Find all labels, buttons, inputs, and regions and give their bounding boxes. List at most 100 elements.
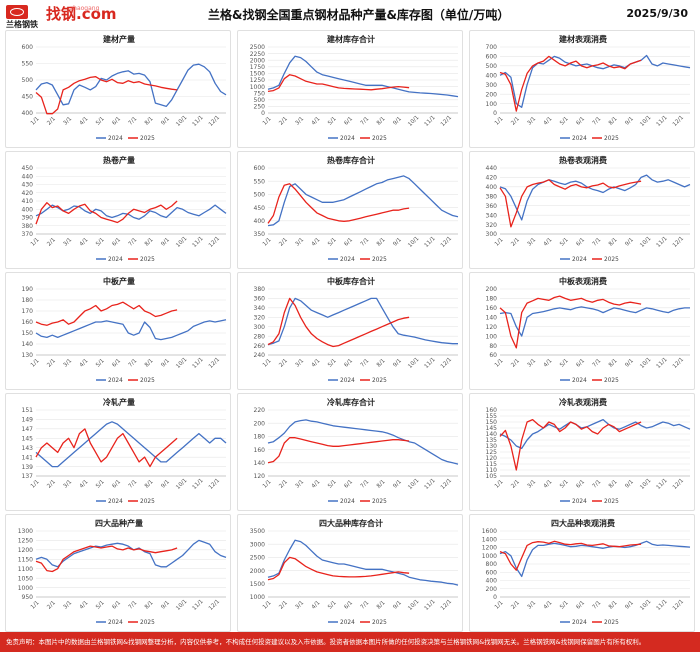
chart-title: 四大品种产量 [95, 519, 143, 528]
x-tick-label: 9/1 [392, 358, 403, 369]
y-tick-label: 410 [22, 198, 34, 205]
x-tick-label: 1/1 [262, 358, 273, 369]
x-tick-label: 6/1 [575, 237, 586, 248]
x-tick-label: 11/1 [424, 114, 437, 127]
y-tick-label: 0 [261, 110, 265, 117]
chart-title: 热卷库存合计 [327, 156, 375, 165]
y-tick-label: 137 [22, 473, 34, 480]
chart-title: 建材产量 [103, 35, 135, 44]
x-tick-label: 2/1 [510, 237, 521, 248]
legend-label-2025: 2025 [604, 257, 619, 263]
x-tick-label: 4/1 [311, 358, 322, 369]
legend-label-2024: 2024 [572, 499, 587, 505]
chart-title: 四大品种库存合计 [319, 519, 383, 528]
y-tick-label: 260 [254, 343, 266, 350]
y-tick-label: 190 [22, 286, 34, 293]
y-tick-label: 110 [486, 467, 498, 474]
x-tick-label: 6/1 [343, 479, 354, 490]
x-tick-label: 6/1 [575, 479, 586, 490]
x-tick-label: 5/1 [95, 479, 106, 490]
x-tick-label: 4/1 [79, 600, 90, 611]
x-tick-label: 8/1 [608, 358, 619, 369]
y-tick-label: 300 [486, 82, 498, 89]
x-tick-label: 12/1 [672, 598, 685, 611]
series-line-2024 [267, 419, 459, 465]
chart-title: 冷轧库存合计 [327, 398, 375, 407]
x-tick-label: 11/1 [656, 598, 669, 611]
chart-panel: 热卷产量 370 380 390 400 410 420 430 440 450 1/1 2/1 3/1… [5, 151, 231, 269]
series-line-2025 [499, 55, 642, 112]
x-tick-label: 6/1 [575, 358, 586, 369]
x-tick-label: 2/1 [278, 479, 289, 490]
x-tick-label: 2/1 [46, 600, 57, 611]
legend-label-2025: 2025 [604, 499, 619, 505]
chart-title: 建材库存合计 [327, 35, 375, 44]
x-tick-label: 6/1 [343, 116, 354, 127]
series-line-2025 [35, 428, 178, 468]
x-tick-label: 8/1 [376, 358, 387, 369]
x-tick-label: 10/1 [175, 235, 188, 248]
y-tick-label: 370 [22, 231, 34, 238]
chart-title: 中板产量 [103, 277, 135, 286]
legend-label-2025: 2025 [604, 620, 619, 626]
x-tick-label: 4/1 [543, 358, 554, 369]
x-tick-label: 7/1 [360, 479, 371, 490]
y-tick-label: 170 [22, 308, 34, 315]
y-tick-label: 500 [22, 77, 34, 84]
x-tick-label: 7/1 [128, 116, 139, 127]
series-line-2024 [499, 540, 691, 578]
y-tick-label: 400 [22, 110, 34, 117]
y-tick-label: 145 [486, 425, 498, 432]
x-tick-label: 6/1 [111, 237, 122, 248]
y-tick-label: 1100 [18, 566, 33, 573]
x-tick-label: 2/1 [278, 600, 289, 611]
x-tick-label: 7/1 [128, 600, 139, 611]
y-tick-label: 140 [254, 460, 266, 467]
y-tick-label: 400 [486, 184, 498, 191]
x-tick-label: 2/1 [510, 600, 521, 611]
y-tick-label: 120 [254, 473, 266, 480]
y-tick-label: 1000 [482, 553, 497, 560]
chart-title: 中板表观消费 [559, 277, 607, 286]
y-tick-label: 600 [254, 165, 266, 172]
x-tick-label: 2/1 [510, 358, 521, 369]
y-tick-label: 0 [493, 594, 497, 601]
x-tick-label: 7/1 [128, 237, 139, 248]
x-tick-label: 8/1 [376, 237, 387, 248]
x-tick-label: 9/1 [624, 116, 635, 127]
x-tick-label: 3/1 [295, 237, 306, 248]
chart-svg: 137 139 141 143 145 147 149 151 1/1 2/1 3/1 4/1 5/1 6… [22, 407, 227, 505]
x-tick-label: 5/1 [559, 479, 570, 490]
x-tick-label: 1/1 [30, 116, 41, 127]
lange-logo-icon [6, 5, 28, 19]
x-tick-label: 6/1 [575, 600, 586, 611]
y-tick-label: 143 [22, 445, 34, 452]
y-tick-label: 360 [486, 203, 498, 210]
y-tick-label: 240 [254, 352, 266, 359]
series-line-2025 [499, 540, 642, 571]
x-tick-label: 2/1 [510, 116, 521, 127]
series-line-2024 [267, 175, 459, 227]
x-tick-label: 3/1 [63, 479, 74, 490]
y-tick-label: 147 [22, 426, 34, 433]
y-tick-label: 420 [22, 190, 34, 197]
x-tick-label: 12/1 [208, 356, 221, 369]
series-line-2025 [35, 545, 178, 573]
chart-panel: 冷轧表观消费 105 110 115 120 125 130 135 140 145 150 155 1… [469, 393, 695, 511]
y-tick-label: 2500 [250, 555, 265, 562]
y-tick-label: 1000 [250, 84, 265, 91]
y-tick-label: 360 [254, 296, 266, 303]
y-tick-label: 1500 [250, 581, 265, 588]
x-tick-label: 8/1 [608, 237, 619, 248]
x-tick-label: 1/1 [30, 479, 41, 490]
series-line-2024 [35, 539, 227, 568]
y-tick-label: 800 [486, 561, 498, 568]
chart-title: 热卷表观消费 [559, 156, 607, 165]
y-tick-label: 380 [486, 193, 498, 200]
report-date: 2025/9/30 [626, 7, 688, 20]
y-tick-label: 750 [254, 90, 266, 97]
x-tick-label: 5/1 [95, 237, 106, 248]
x-tick-label: 1/1 [494, 116, 505, 127]
